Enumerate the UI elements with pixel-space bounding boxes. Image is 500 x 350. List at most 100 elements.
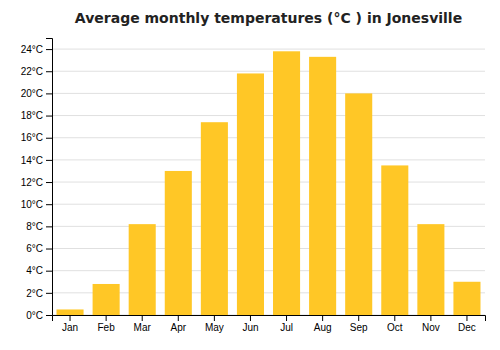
y-tick: 14°C xyxy=(21,155,52,166)
y-axis: 0°C 2°C 4°C 6°C 8°C 10°C 12°C 14°C 16°C 18°C 20°C 2… xyxy=(21,39,53,321)
y-tick: 2°C xyxy=(26,288,52,299)
grid-line xyxy=(52,71,485,72)
x-tick-label: May xyxy=(205,322,224,333)
bar xyxy=(273,51,300,315)
y-tick-label: 8°C xyxy=(26,221,43,232)
y-tick: 18°C xyxy=(21,110,52,121)
plot-area xyxy=(57,51,481,315)
y-tick-label: 0°C xyxy=(26,310,43,321)
x-tick-label: Oct xyxy=(387,322,403,333)
x-tick-label: Nov xyxy=(422,322,440,333)
x-tick: Oct xyxy=(387,315,403,333)
x-tick: Aug xyxy=(314,315,332,333)
bar xyxy=(93,284,120,315)
grid-line xyxy=(52,137,485,138)
grid-line xyxy=(52,93,485,94)
grid-line xyxy=(52,182,485,183)
y-tick: 12°C xyxy=(21,177,52,188)
y-tick-label: 10°C xyxy=(21,199,43,210)
y-tick: 0°C xyxy=(26,310,52,321)
y-tick-mark xyxy=(46,293,52,294)
y-tick-label: 2°C xyxy=(26,288,43,299)
y-tick-mark xyxy=(46,271,52,272)
x-tick-mark xyxy=(430,315,431,321)
y-tick: 16°C xyxy=(21,132,52,143)
x-tick: Jan xyxy=(62,315,78,333)
y-tick: 10°C xyxy=(21,199,52,210)
y-tick-mark xyxy=(46,138,52,139)
x-tick-label: Jun xyxy=(242,322,258,333)
title: Average monthly temperatures (°C ) in Jo… xyxy=(75,10,462,26)
y-tick-mark xyxy=(46,226,52,227)
x-tick-label: Dec xyxy=(458,322,476,333)
y-tick: 8°C xyxy=(26,221,52,232)
y-tick-label: 20°C xyxy=(21,88,43,99)
y-tick-label: 6°C xyxy=(26,243,43,254)
bar xyxy=(201,122,228,315)
y-tick-label: 4°C xyxy=(26,265,43,276)
x-tick-label: Apr xyxy=(171,322,187,333)
y-tick-label: 16°C xyxy=(21,132,43,143)
y-tick-label: 12°C xyxy=(21,177,43,188)
y-tick: 4°C xyxy=(26,265,52,276)
y-tick-mark xyxy=(46,71,52,72)
x-tick-mark xyxy=(286,315,287,321)
y-tick-mark xyxy=(46,204,52,205)
x-tick-mark xyxy=(142,315,143,321)
y-tick-mark xyxy=(46,315,52,316)
grid xyxy=(52,49,485,315)
x-tick: Jul xyxy=(280,315,293,333)
y-tick-label: 14°C xyxy=(21,155,43,166)
y-tick: 6°C xyxy=(26,243,52,254)
x-tick: May xyxy=(205,315,224,333)
x-tick-label: Aug xyxy=(314,322,332,333)
x-axis: Jan Feb Mar Apr May Jun Jul Aug Sep Oct Nov Dec xyxy=(53,315,486,333)
y-tick-mark xyxy=(46,182,52,183)
y-tick-mark xyxy=(46,93,52,94)
y-tick-mark xyxy=(46,160,52,161)
x-tick-label: Jul xyxy=(280,322,293,333)
x-tick-label: Sep xyxy=(350,322,368,333)
y-tick-mark xyxy=(46,116,52,117)
bar xyxy=(381,165,408,315)
bar xyxy=(57,309,84,315)
x-tick-mark xyxy=(322,315,323,321)
y-tick-mark xyxy=(46,249,52,250)
x-tick: Feb xyxy=(98,315,116,333)
y-axis-line xyxy=(46,39,53,316)
x-tick-label: Mar xyxy=(134,322,152,333)
y-tick-label: 22°C xyxy=(21,66,43,77)
x-tick-mark xyxy=(178,315,179,321)
y-tick: 22°C xyxy=(21,66,52,77)
grid-line xyxy=(52,159,485,160)
y-tick: 20°C xyxy=(21,88,52,99)
x-tick: Sep xyxy=(350,315,368,333)
chart: 0°C 2°C 4°C 6°C 8°C 10°C 12°C 14°C 16°C 18°C 20°C 2… xyxy=(0,0,500,350)
bar xyxy=(345,93,372,315)
x-tick-mark xyxy=(214,315,215,321)
y-tick-mark xyxy=(46,49,52,50)
y-tick: 24°C xyxy=(21,44,52,55)
x-tick: Mar xyxy=(134,315,152,333)
x-tick-mark xyxy=(106,315,107,321)
grid-line xyxy=(52,115,485,116)
x-tick-label: Feb xyxy=(98,322,116,333)
x-tick: Dec xyxy=(458,315,476,333)
grid-line xyxy=(52,204,485,205)
x-tick-mark xyxy=(394,315,395,321)
bar xyxy=(165,171,192,315)
x-tick: Jun xyxy=(242,315,258,333)
x-tick-mark xyxy=(70,315,71,321)
bar xyxy=(417,224,444,315)
x-tick-mark xyxy=(466,315,467,321)
y-tick-label: 24°C xyxy=(21,44,43,55)
x-tick: Apr xyxy=(171,315,187,333)
grid-line xyxy=(52,49,485,50)
x-tick-label: Jan xyxy=(62,322,78,333)
bar xyxy=(309,57,336,315)
bar xyxy=(237,73,264,315)
bar xyxy=(453,282,480,315)
x-tick-mark xyxy=(250,315,251,321)
x-tick: Nov xyxy=(422,315,440,333)
x-tick-mark xyxy=(358,315,359,321)
